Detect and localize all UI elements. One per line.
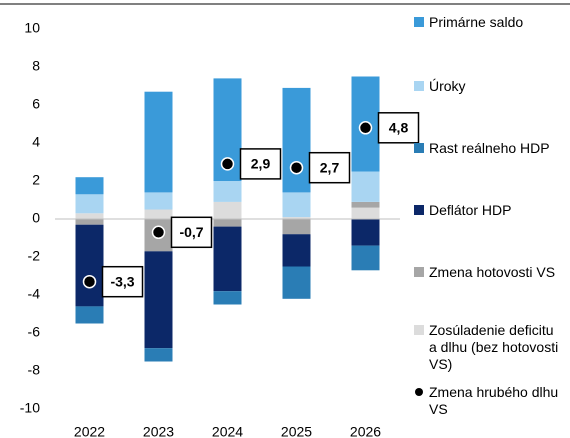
y-tick-label: -6	[28, 324, 41, 340]
legend-swatch	[414, 143, 424, 153]
debt-dot	[220, 157, 235, 171]
debt-dot	[82, 274, 97, 289]
data-label: 2,9	[251, 156, 271, 172]
bar-segment	[213, 201, 242, 219]
x-tick-label: 2026	[350, 424, 381, 438]
label-box	[239, 148, 282, 180]
label-box	[170, 216, 213, 249]
bar-segment	[213, 291, 242, 305]
legend-swatch	[414, 17, 424, 27]
bar-segment	[282, 266, 311, 299]
legend-label: Rast reálneho HDP	[429, 140, 550, 156]
bar-segment	[282, 192, 311, 218]
x-tick-label: 2022	[74, 424, 105, 438]
legend-label: Zmena hotovosti VS	[429, 264, 556, 280]
y-tick-label: -8	[28, 362, 41, 378]
x-tick-label: 2024	[212, 424, 243, 438]
bar-segment	[75, 306, 104, 324]
legend-label: Úroky	[429, 78, 466, 94]
bar-segment	[75, 224, 104, 307]
debt-dot	[151, 225, 166, 240]
legend-label: Zmena hrubého dlhu VS	[429, 384, 559, 417]
bar-segment	[351, 171, 380, 202]
legend-label: Zosúladenie deficitu a dlhu (bez hotovos…	[429, 322, 559, 372]
legend-item: Deflátor HDP	[414, 202, 564, 219]
bar-segment	[75, 213, 104, 219]
data-label: 4,8	[389, 120, 409, 136]
bar-segment	[213, 219, 242, 227]
bar-segment	[351, 201, 380, 208]
y-tick-label: 2	[32, 172, 40, 188]
bar-segment	[351, 245, 380, 271]
y-tick-label: 6	[32, 96, 40, 112]
data-label: -0,7	[179, 224, 203, 240]
data-label: 2,7	[320, 159, 340, 175]
label-box	[377, 112, 420, 144]
debt-dot	[358, 121, 373, 135]
legend-item: Zmena hotovosti VS	[414, 264, 564, 281]
bar-segment	[282, 219, 311, 235]
bar-segment	[282, 234, 311, 267]
legend-swatch	[414, 267, 424, 277]
y-tick-label: -10	[20, 400, 40, 416]
label-box	[308, 151, 351, 184]
y-tick-label: 10	[24, 20, 40, 36]
bar-segment	[75, 219, 104, 225]
bar-segment	[75, 177, 104, 195]
bar-segment	[282, 87, 311, 193]
legend-item: Úroky	[414, 78, 564, 95]
x-tick-label: 2023	[143, 424, 174, 438]
legend-swatch	[414, 325, 424, 335]
bar-segment	[144, 348, 173, 362]
y-tick-label: 8	[32, 58, 40, 74]
y-tick-label: 4	[32, 134, 40, 150]
bar-segment	[213, 181, 242, 202]
legend-swatch	[414, 205, 424, 215]
legend-swatch	[415, 388, 423, 396]
bar-segment	[144, 209, 173, 219]
y-tick-label: -2	[28, 248, 41, 264]
legend-item: Zosúladenie deficitu a dlhu (bez hotovos…	[414, 322, 564, 373]
y-tick-label: 0	[32, 210, 40, 226]
bar-segment	[351, 207, 380, 219]
debt-dot	[289, 160, 304, 175]
bar-segment	[75, 194, 104, 214]
bar-segment	[144, 251, 173, 349]
bar-segment	[144, 192, 173, 210]
label-box	[101, 265, 144, 298]
bar-segment	[351, 219, 380, 246]
legend-swatch	[414, 81, 424, 91]
legend-item: Zmena hrubého dlhu VS	[414, 384, 564, 418]
bar-segment	[213, 226, 242, 292]
x-tick-label: 2025	[281, 424, 312, 438]
data-label: -3,3	[110, 273, 134, 289]
bar-segment	[282, 217, 311, 219]
legend-item: Primárne saldo	[414, 14, 564, 31]
y-tick-label: -4	[28, 286, 41, 302]
bar-segment	[144, 91, 173, 193]
legend-item: Rast reálneho HDP	[414, 140, 564, 157]
legend-label: Primárne saldo	[429, 14, 524, 30]
legend-label: Deflátor HDP	[429, 202, 512, 218]
